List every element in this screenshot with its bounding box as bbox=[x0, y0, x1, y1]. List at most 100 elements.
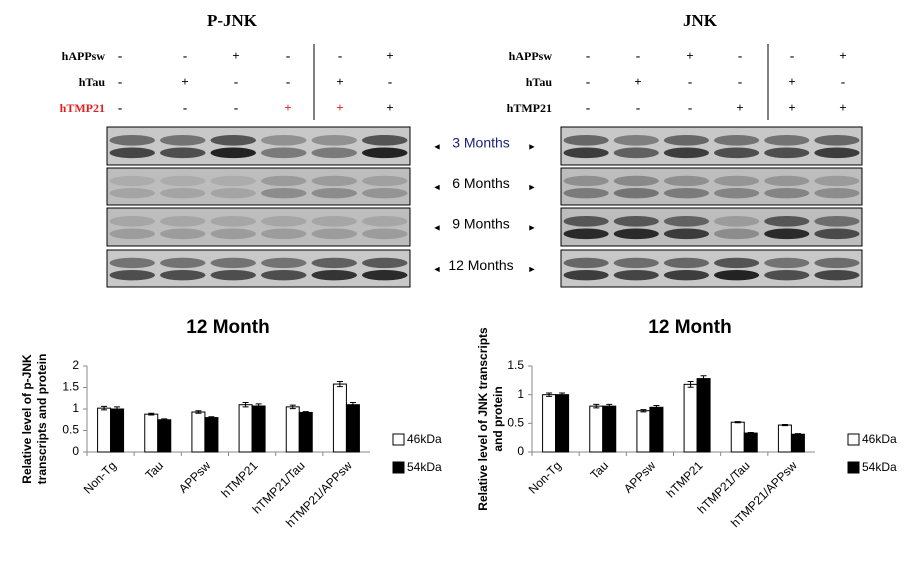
blot-band bbox=[362, 228, 408, 240]
blot-band bbox=[311, 147, 357, 159]
blot-band bbox=[814, 228, 860, 240]
error-bar bbox=[687, 380, 694, 388]
condition-sign: + bbox=[386, 100, 393, 115]
blot-band bbox=[311, 215, 357, 227]
bar bbox=[157, 419, 172, 453]
condition-sign: + bbox=[839, 100, 846, 115]
blot-band bbox=[210, 147, 256, 159]
blot-title: P-JNK bbox=[207, 11, 258, 30]
month-label: 12 Months bbox=[448, 257, 513, 273]
error-bar bbox=[208, 416, 215, 419]
blot-panel bbox=[560, 207, 863, 247]
blot-band bbox=[563, 215, 609, 227]
blot-panel bbox=[106, 167, 411, 206]
condition-sign: + bbox=[686, 48, 693, 63]
blot-band bbox=[814, 257, 860, 269]
blot-band bbox=[160, 187, 206, 199]
y-tick-label: 2 bbox=[72, 358, 79, 372]
month-label: 9 Months bbox=[452, 216, 510, 232]
condition-sign: - bbox=[636, 48, 640, 63]
blot-band bbox=[311, 134, 357, 146]
blot-band bbox=[563, 257, 609, 269]
blot-band bbox=[160, 215, 206, 227]
blot-band bbox=[109, 257, 155, 269]
condition-sign: - bbox=[118, 74, 122, 89]
y-tick-label: 1.5 bbox=[62, 380, 79, 394]
arrow-right: ► bbox=[528, 141, 537, 151]
condition-sign: - bbox=[636, 100, 640, 115]
blot-band bbox=[613, 147, 659, 159]
error-bar bbox=[195, 410, 202, 414]
condition-sign: - bbox=[183, 48, 187, 63]
y-axis-label: Relative level of JNK transcripts bbox=[476, 327, 490, 511]
y-axis-label: Relative level of p-JNK bbox=[20, 354, 34, 484]
condition-sign: - bbox=[234, 74, 238, 89]
condition-sign: - bbox=[586, 48, 590, 63]
bar bbox=[332, 383, 347, 453]
blot-band bbox=[613, 215, 659, 227]
condition-sign: + bbox=[232, 48, 239, 63]
legend-swatch bbox=[847, 461, 860, 474]
blot-band bbox=[663, 147, 709, 159]
error-bar bbox=[593, 403, 600, 409]
blot-band bbox=[261, 187, 307, 199]
y-tick-label: 0.5 bbox=[507, 416, 524, 430]
blot-band bbox=[714, 215, 760, 227]
condition-sign: + bbox=[336, 100, 343, 115]
blot-band bbox=[261, 257, 307, 269]
blot-band bbox=[764, 187, 810, 199]
arrow-left: ◄ bbox=[433, 141, 442, 151]
blot-band bbox=[362, 269, 408, 281]
error-bar bbox=[336, 380, 343, 388]
condition-sign: - bbox=[286, 48, 290, 63]
blot-band bbox=[814, 187, 860, 199]
condition-label: hTMP21 bbox=[60, 101, 105, 115]
condition-sign: - bbox=[586, 74, 590, 89]
blot-band bbox=[109, 215, 155, 227]
month-label: 3 Months bbox=[452, 135, 510, 151]
condition-sign: + bbox=[736, 100, 743, 115]
blot-band bbox=[160, 134, 206, 146]
blot-band bbox=[109, 269, 155, 281]
y-tick-label: 1 bbox=[72, 401, 79, 415]
blot-band bbox=[764, 134, 810, 146]
blot-band bbox=[764, 269, 810, 281]
blot-band bbox=[663, 134, 709, 146]
bar bbox=[97, 407, 112, 453]
blot-band bbox=[663, 215, 709, 227]
blot-band bbox=[362, 215, 408, 227]
y-axis-label: transcripts and protein bbox=[35, 354, 49, 485]
blot-band bbox=[764, 257, 810, 269]
condition-sign: - bbox=[790, 48, 794, 63]
bar bbox=[683, 383, 698, 453]
condition-sign: - bbox=[118, 48, 122, 63]
legend-label: 54kDa bbox=[407, 460, 442, 474]
condition-sign: - bbox=[118, 100, 122, 115]
legend-label: 54kDa bbox=[862, 460, 897, 474]
condition-label: hTau bbox=[526, 75, 553, 89]
blot-band bbox=[613, 187, 659, 199]
blot-band bbox=[210, 257, 256, 269]
bar bbox=[743, 432, 758, 453]
error-bar bbox=[794, 433, 801, 436]
blot-panel bbox=[106, 249, 411, 288]
error-bar bbox=[161, 418, 168, 422]
blot-band bbox=[160, 175, 206, 187]
blot-band bbox=[613, 175, 659, 187]
condition-sign: - bbox=[738, 48, 742, 63]
condition-sign: - bbox=[586, 100, 590, 115]
blot-band bbox=[663, 269, 709, 281]
blot-band bbox=[210, 175, 256, 187]
y-tick-label: 0 bbox=[72, 444, 79, 458]
blot-band bbox=[362, 147, 408, 159]
error-bar bbox=[640, 409, 647, 413]
arrow-right: ► bbox=[528, 222, 537, 232]
blot-band bbox=[613, 134, 659, 146]
legend-swatch bbox=[392, 461, 405, 474]
blot-band bbox=[814, 175, 860, 187]
error-bar bbox=[255, 403, 262, 409]
condition-sign: - bbox=[841, 74, 845, 89]
error-bar bbox=[101, 405, 108, 411]
condition-sign: - bbox=[183, 100, 187, 115]
